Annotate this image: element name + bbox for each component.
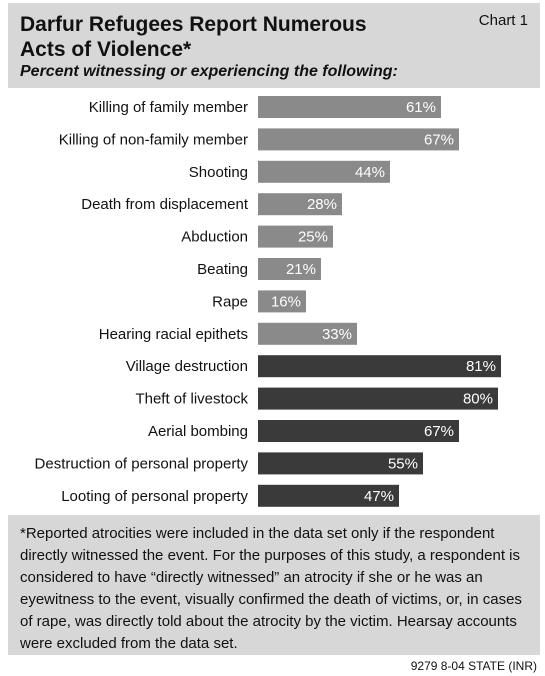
bar-value-label: 47% bbox=[364, 488, 394, 505]
category-label: Death from displacement bbox=[81, 196, 249, 213]
category-label: Shooting bbox=[189, 164, 248, 181]
bar bbox=[258, 322, 357, 345]
category-label: Looting of personal property bbox=[61, 488, 248, 505]
footnote-text: *Reported atrocities were included in th… bbox=[20, 525, 522, 652]
bar-value-label: 67% bbox=[424, 423, 454, 440]
category-label: Village destruction bbox=[126, 358, 248, 375]
chart-frame: Darfur Refugees Report Numerous Acts of … bbox=[8, 3, 540, 655]
bar-value-label: 61% bbox=[406, 99, 436, 116]
category-label: Hearing racial epithets bbox=[99, 326, 248, 343]
bar bbox=[258, 193, 342, 216]
bar bbox=[258, 420, 459, 442]
bar bbox=[258, 452, 423, 475]
category-label: Destruction of personal property bbox=[35, 455, 249, 472]
category-label: Beating bbox=[197, 261, 248, 278]
chart-header: Darfur Refugees Report Numerous Acts of … bbox=[8, 3, 540, 88]
category-label: Killing of non-family member bbox=[59, 131, 248, 148]
chart-subtitle: Percent witnessing or experiencing the f… bbox=[20, 63, 398, 80]
bar-value-label: 67% bbox=[424, 131, 454, 148]
bar-value-label: 28% bbox=[307, 196, 337, 213]
category-label: Theft of livestock bbox=[135, 391, 248, 408]
bar bbox=[258, 225, 333, 248]
source-code: 9279 8-04 STATE (INR) bbox=[410, 659, 537, 673]
bar-value-label: 80% bbox=[463, 391, 493, 408]
category-label: Rape bbox=[212, 293, 248, 310]
category-label: Aerial bombing bbox=[148, 423, 248, 440]
bar-value-label: 25% bbox=[298, 229, 328, 246]
chart-number-label: Chart 1 bbox=[478, 12, 528, 29]
bar bbox=[258, 96, 441, 118]
bar-value-label: 33% bbox=[322, 326, 352, 343]
chart-title-line-2: Acts of Violence* bbox=[20, 38, 192, 61]
chart-title-line-1: Darfur Refugees Report Numerous bbox=[20, 13, 367, 36]
bar bbox=[258, 355, 501, 378]
bar bbox=[258, 258, 321, 280]
bar-value-label: 16% bbox=[271, 293, 301, 310]
chart-title: Darfur Refugees Report Numerous Acts of … bbox=[20, 12, 440, 62]
bar-chart-svg: Killing of family member 61% Killing of no… bbox=[35, 96, 501, 507]
category-label: Abduction bbox=[181, 229, 248, 246]
bar bbox=[258, 160, 390, 183]
bar-value-label: 44% bbox=[355, 164, 385, 181]
category-label: Killing of family member bbox=[89, 99, 248, 116]
bar-value-label: 55% bbox=[388, 455, 418, 472]
bar bbox=[258, 290, 306, 313]
bar-value-label: 21% bbox=[286, 261, 316, 278]
bar bbox=[258, 484, 399, 507]
bar-chart-area: Killing of family member 61% Killing of no… bbox=[8, 88, 540, 513]
bar-value-label: 81% bbox=[466, 358, 496, 375]
bar bbox=[258, 387, 498, 410]
bar bbox=[258, 128, 459, 151]
footnote-box: *Reported atrocities were included in th… bbox=[8, 515, 540, 655]
